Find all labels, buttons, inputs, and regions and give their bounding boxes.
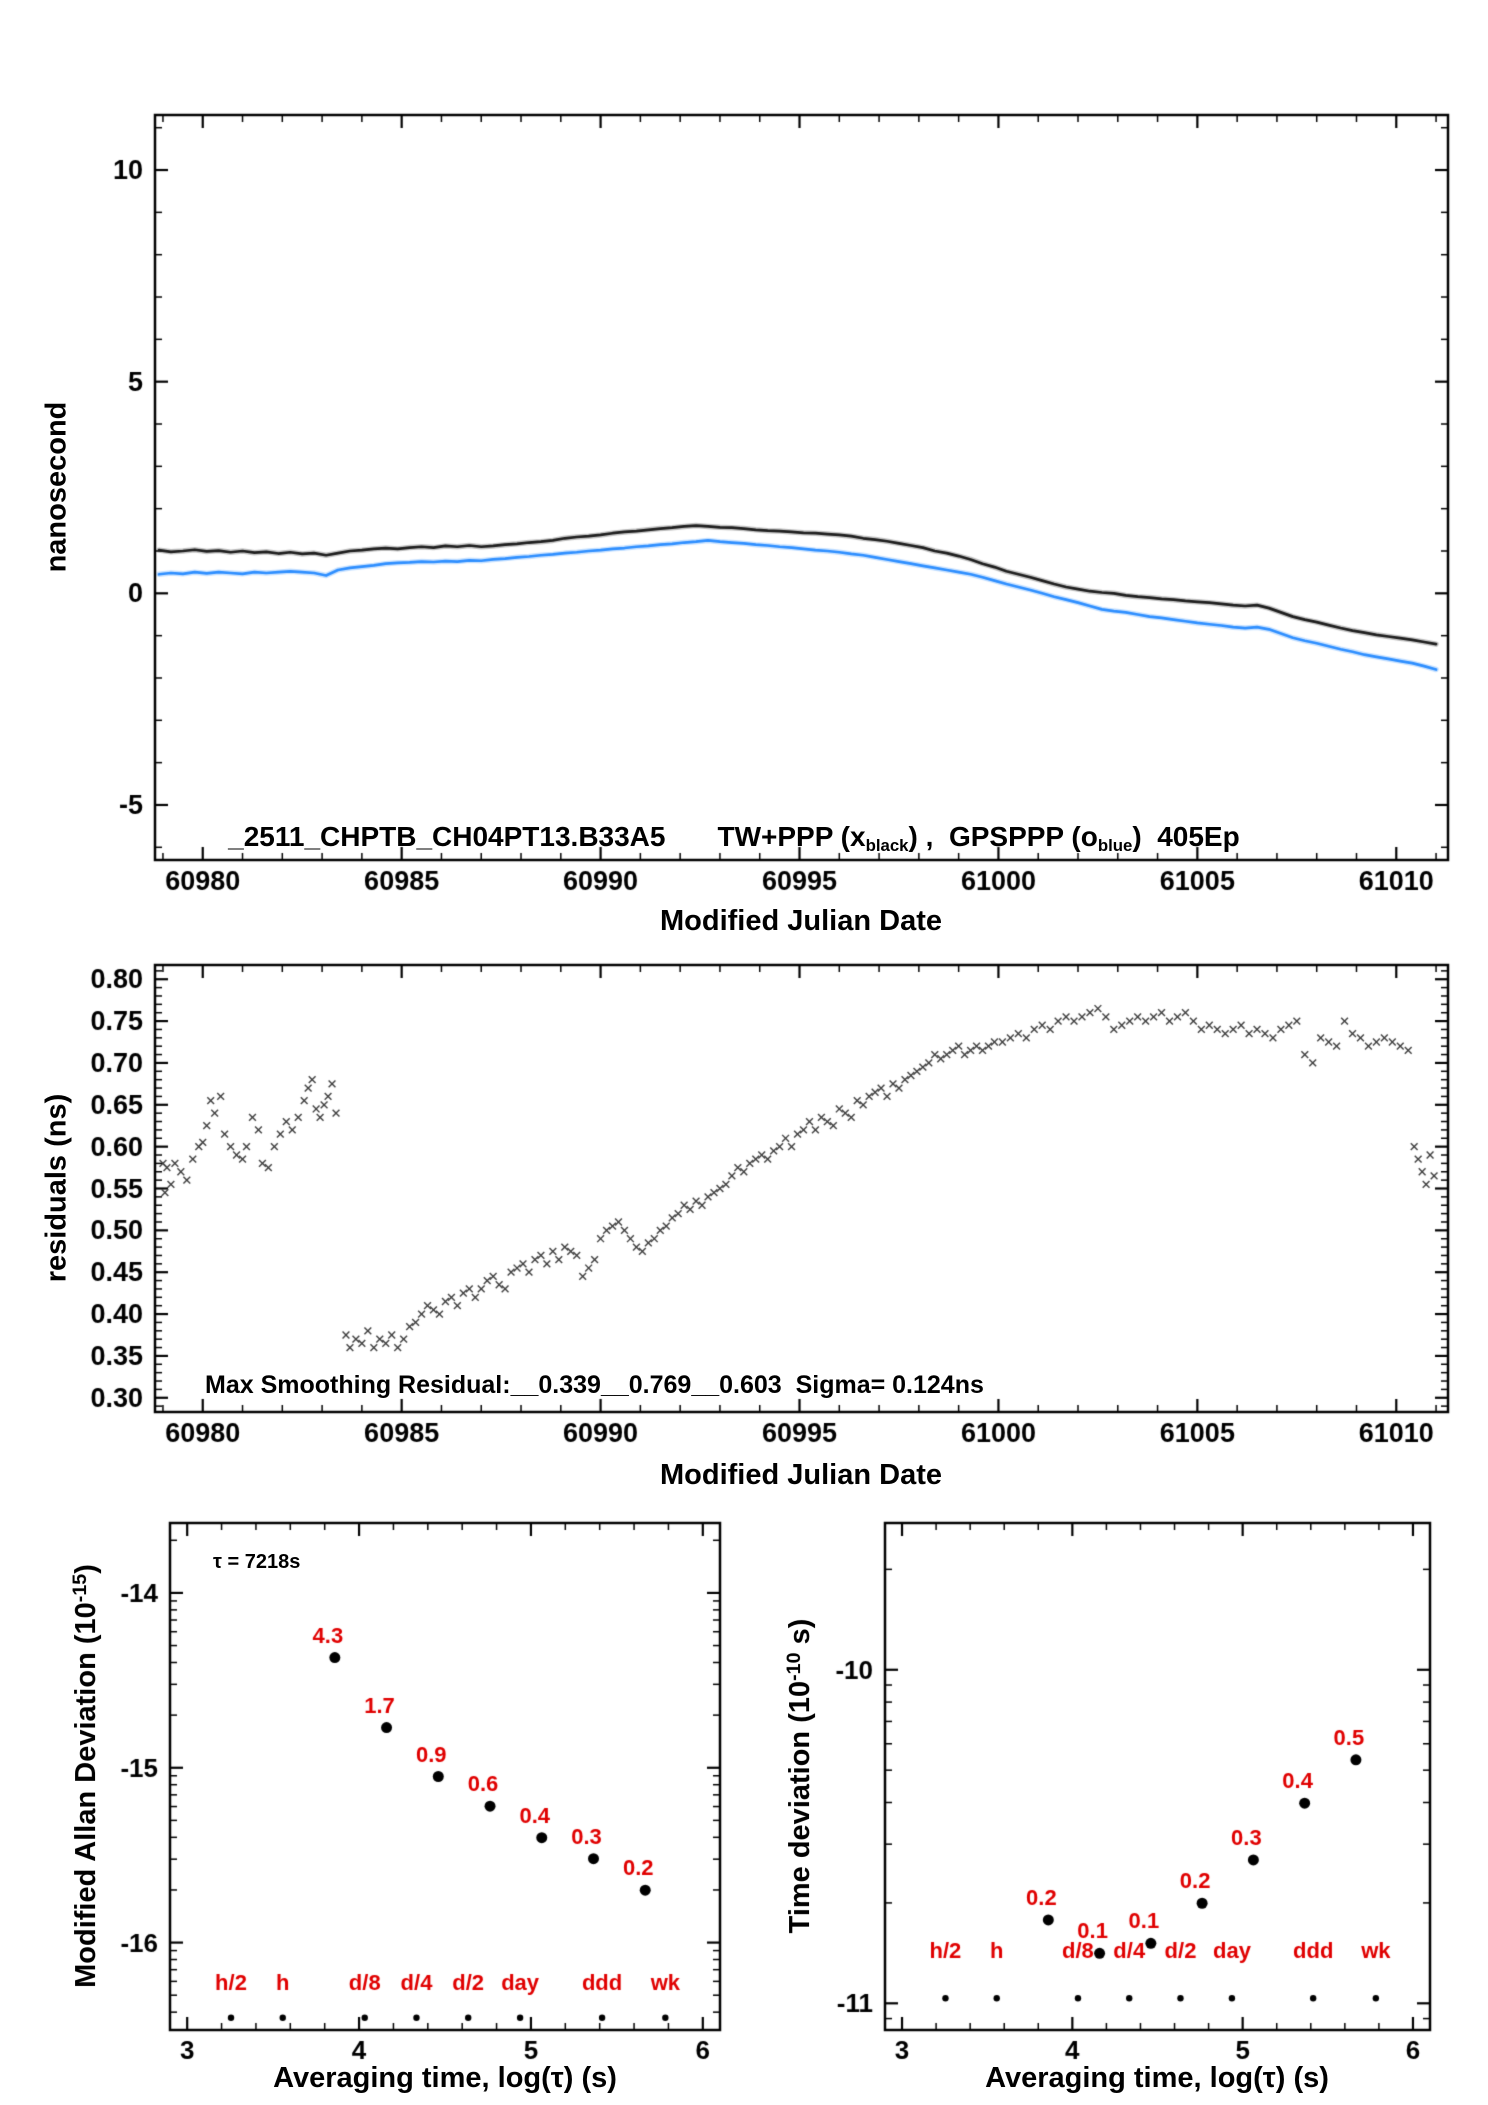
mdev-label-end: )	[69, 1564, 102, 1574]
tdev-label-base: Time deviation (10	[783, 1680, 816, 1934]
top-y-axis-label: nanosecond	[40, 401, 73, 573]
mdev-label-base: Modified Allan Deviation (10	[69, 1602, 102, 1988]
mdev-x-axis-label: Averaging time, log(τ) (s)	[273, 2062, 617, 2094]
mdev-label-exponent: -15	[69, 1573, 92, 1603]
smoothing-residual-annotation: Max Smoothing Residual:__0.339__0.769__0…	[205, 1371, 984, 1399]
tdev-label-exponent: -10	[783, 1652, 806, 1681]
tdev-y-axis-label: Time deviation (10-10 s)	[783, 1619, 817, 1934]
title-tail: ) 405Ep	[1132, 821, 1240, 852]
mdev-y-axis-label: Modified Allan Deviation (10-15)	[69, 1564, 103, 1988]
title-series1-label: TW+PPP (x	[717, 821, 866, 852]
title-separator: ) , GPSPPP (o	[908, 821, 1098, 852]
top-panel-title: _2511_CHPTB_CH04PT13.B33A5 TW+PPP (xblack…	[197, 789, 1240, 888]
title-series2-subscript: blue	[1097, 836, 1133, 856]
top-x-axis-label: Modified Julian Date	[660, 905, 942, 937]
title-dataset-id: _2511_CHPTB_CH04PT13.B33A5	[228, 821, 666, 852]
title-series1-subscript: black	[865, 836, 909, 856]
tdev-x-axis-label: Averaging time, log(τ) (s)	[985, 2062, 1329, 2094]
tau-annotation: τ = 7218s	[213, 1551, 301, 1573]
tdev-label-end: s)	[783, 1618, 816, 1653]
middle-x-axis-label: Modified Julian Date	[660, 1459, 942, 1491]
middle-y-axis-label: residuals (ns)	[40, 1093, 73, 1283]
